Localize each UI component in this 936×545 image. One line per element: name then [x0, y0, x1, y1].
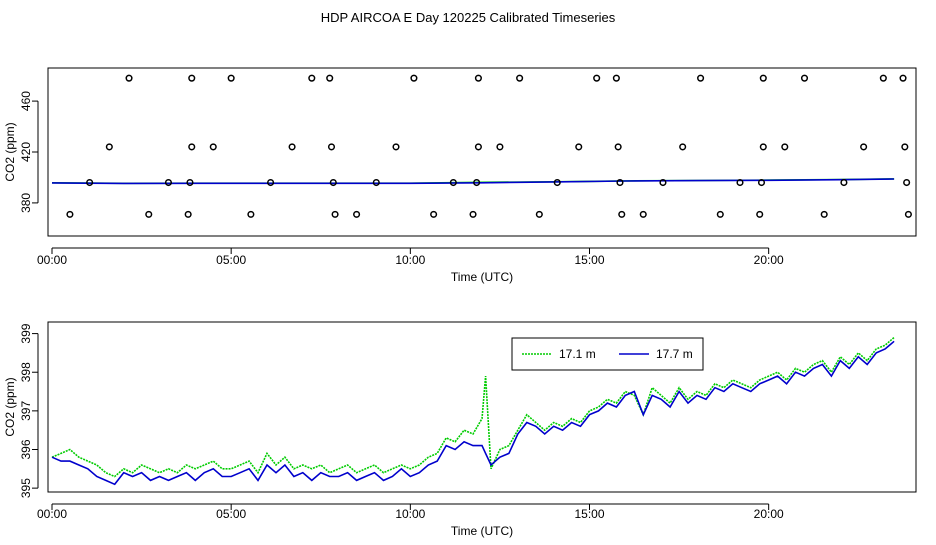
reference-point [473, 178, 481, 187]
reference-point [326, 74, 334, 82]
reference-point [188, 143, 196, 151]
y-tick-label: 395 [19, 478, 33, 498]
y-tick-label: 396 [19, 439, 33, 459]
y-tick-label: 380 [19, 193, 33, 213]
reference-point [757, 178, 766, 187]
reference-point [904, 210, 912, 218]
reference-point [614, 143, 622, 151]
reference-point [267, 178, 275, 187]
x-tick-label: 20:00 [754, 507, 784, 521]
y-axis: 380 420 460 [19, 91, 39, 213]
reference-point [410, 74, 418, 82]
reference-point [105, 143, 113, 151]
reference-point [184, 210, 192, 218]
legend: 17.1 m 17.7 m [511, 337, 704, 371]
x-tick-label: 20:00 [754, 253, 784, 267]
reference-point [759, 74, 767, 82]
reference-point [392, 143, 400, 151]
y-tick-label: 398 [19, 362, 33, 382]
reference-point [188, 74, 196, 82]
x-axis: 00:00 05:00 10:00 15:00 20:00 [37, 247, 784, 267]
y-axis-label: CO2 (ppm) [3, 122, 17, 181]
reference-point [781, 143, 789, 151]
reference-point [899, 74, 907, 82]
reference-point [860, 143, 868, 151]
y-tick-label: 420 [19, 142, 33, 162]
reference-point [125, 74, 133, 82]
y-axis: 395 396 397 398 399 [19, 323, 39, 498]
reference-point [227, 74, 235, 82]
reference-scatter-panel: 00:00 05:00 10:00 15:00 20:00 Time (UTC) 380 42… [3, 67, 917, 284]
reference-point [616, 178, 624, 187]
reference-point [496, 143, 504, 151]
reference-point [474, 74, 482, 82]
reference-point [449, 178, 457, 187]
reference-point [164, 178, 173, 187]
legend-label: 17.1 m [559, 347, 596, 361]
reference-point [879, 74, 887, 82]
plot-frame [47, 321, 917, 493]
reference-point [901, 143, 909, 151]
reference-point [759, 143, 767, 151]
x-axis: 00:00 05:00 10:00 15:00 20:00 [37, 503, 784, 521]
reference-point [679, 143, 687, 151]
reference-point [372, 178, 380, 187]
reference-point [288, 143, 296, 151]
reference-point [618, 210, 626, 218]
figure-title: HDP AIRCOA E Day 120225 Calibrated Times… [321, 10, 616, 25]
reference-point [593, 74, 601, 82]
reference-point [659, 178, 667, 187]
reference-point [612, 74, 620, 82]
x-tick-label: 15:00 [574, 507, 604, 521]
reference-point [66, 210, 74, 218]
reference-point [800, 74, 809, 82]
x-tick-label: 10:00 [395, 253, 425, 267]
reference-point [639, 210, 647, 218]
reference-point [903, 178, 911, 187]
x-tick-label: 15:00 [574, 253, 604, 267]
reference-point [247, 210, 255, 218]
reference-point [145, 210, 153, 218]
legend-label: 17.7 m [656, 347, 693, 361]
series-line-17-7-m [51, 340, 895, 486]
x-axis-label: Time (UTC) [451, 524, 513, 538]
series-line-1 [51, 178, 895, 185]
reference-point [308, 74, 316, 82]
reference-point [736, 178, 744, 187]
reference-point [697, 74, 705, 82]
x-tick-label: 10:00 [395, 507, 425, 521]
reference-point [474, 143, 482, 151]
reference-point [327, 143, 336, 151]
plot-frame [47, 67, 917, 237]
reference-point [469, 210, 477, 218]
y-tick-label: 399 [19, 323, 33, 343]
reference-point [516, 74, 524, 82]
x-tick-label: 05:00 [216, 253, 246, 267]
y-axis-label: CO2 (ppm) [3, 377, 17, 436]
y-tick-label: 397 [19, 401, 33, 421]
reference-point [186, 178, 194, 187]
reference-point [716, 210, 724, 218]
x-tick-label: 05:00 [216, 507, 246, 521]
x-tick-label: 00:00 [37, 507, 67, 521]
reference-point [353, 210, 361, 218]
x-tick-label: 00:00 [37, 253, 67, 267]
reference-point [331, 210, 339, 218]
reference-point [575, 143, 583, 151]
reference-point [86, 178, 94, 187]
reference-point [756, 210, 764, 218]
reference-point [820, 210, 828, 218]
reference-point [840, 178, 848, 187]
reference-point [430, 210, 438, 218]
series-line-17-1-m [51, 336, 895, 478]
reference-point [535, 210, 543, 218]
reference-point [209, 143, 217, 151]
reference-point [329, 178, 337, 187]
y-tick-label: 460 [19, 91, 33, 111]
reference-point [553, 178, 561, 187]
reference-points [66, 74, 912, 218]
x-axis-label: Time (UTC) [451, 270, 513, 284]
